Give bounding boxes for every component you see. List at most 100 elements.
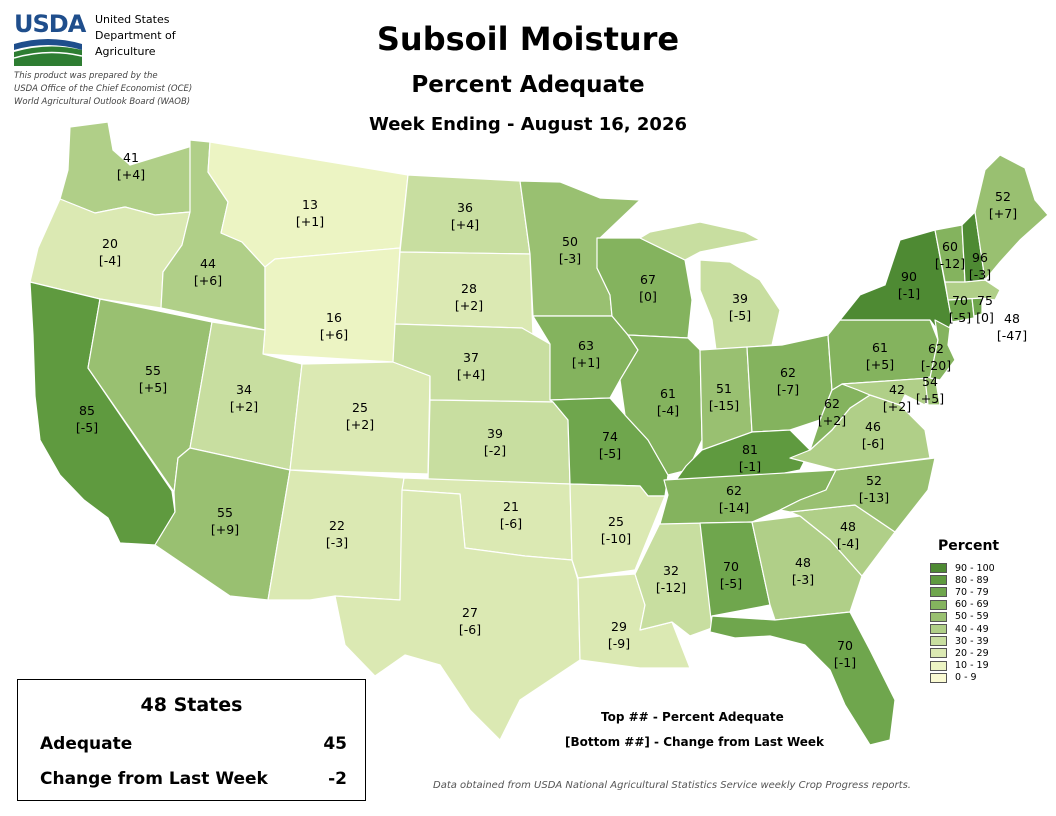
state-value-SD: 28	[461, 281, 477, 296]
state-value-NV: 55	[145, 363, 161, 378]
state-change-NE: [+4]	[457, 367, 485, 382]
state-value-TX: 27	[462, 605, 478, 620]
state-value-FL: 70	[837, 638, 853, 653]
legend-swatch	[930, 599, 947, 610]
legend-item: 40 - 49	[930, 623, 999, 635]
state-change-NY: [-1]	[898, 286, 920, 301]
state-change-VT: [-12]	[935, 256, 965, 271]
legend-swatch	[930, 587, 947, 598]
legend-item: 80 - 89	[930, 574, 999, 586]
state-change-TN: [-14]	[719, 500, 749, 515]
state-change-MN: [-3]	[559, 251, 581, 266]
legend-label: 70 - 79	[955, 586, 989, 598]
state-change-NC: [-13]	[859, 490, 889, 505]
state-change-LA: [-9]	[608, 636, 630, 651]
state-change-MD: [+2]	[883, 399, 911, 414]
state-value-OR: 20	[102, 236, 118, 251]
state-change-SC: [-4]	[837, 536, 859, 551]
state-shape-AR	[569, 483, 666, 579]
legend-item: 0 - 9	[930, 672, 999, 684]
state-change-NJ: [-20]	[921, 358, 951, 373]
state-change-AR: [-10]	[601, 531, 631, 546]
state-value-WA: 41	[123, 150, 139, 165]
state-change-ME: [+7]	[989, 206, 1017, 221]
state-value-AZ: 55	[217, 505, 233, 520]
state-value-MI: 39	[732, 291, 748, 306]
state-change-KS: [-2]	[484, 443, 506, 458]
state-value-MA: 48	[1004, 311, 1020, 326]
note-bottom: [Bottom ##] - Change from Last Week	[565, 735, 825, 749]
state-change-ND: [+4]	[451, 217, 479, 232]
legend-label: 50 - 59	[955, 611, 989, 623]
legend-label: 10 - 19	[955, 660, 989, 672]
legend-swatch	[930, 672, 947, 683]
state-shape-TX	[334, 489, 581, 741]
legend-item: 90 - 100	[930, 562, 999, 574]
state-value-ID: 44	[200, 256, 216, 271]
legend-swatch	[930, 624, 947, 635]
note-top: Top ## - Percent Adequate	[601, 710, 784, 724]
state-change-UT: [+2]	[230, 399, 258, 414]
state-change-NH: [-3]	[969, 267, 991, 282]
legend-swatch	[930, 660, 947, 671]
state-value-NM: 22	[329, 518, 345, 533]
legend-title: Percent	[938, 538, 1000, 554]
state-change-TX: [-6]	[459, 622, 481, 637]
map-title: Subsoil Moisture	[376, 20, 680, 58]
state-value-OH: 62	[780, 365, 796, 380]
summary-value: -2	[328, 769, 347, 789]
state-change-WA: [+4]	[117, 167, 145, 182]
state-value-MO: 74	[602, 429, 618, 444]
usda-logo-hills-icon	[14, 39, 82, 66]
state-value-AR: 25	[608, 514, 624, 529]
state-value-CO: 25	[352, 400, 368, 415]
state-value-IL: 61	[660, 386, 676, 401]
state-value-VT: 60	[942, 239, 958, 254]
state-shape-ME	[974, 154, 1049, 281]
state-change-WY: [+6]	[320, 327, 348, 342]
state-change-ID: [+6]	[194, 273, 222, 288]
legend: Percent 90 - 100 80 - 89 70 - 79 60 - 69 50 …	[930, 538, 999, 684]
state-value-TN: 62	[726, 483, 742, 498]
summary-label: Change from Last Week	[40, 769, 268, 789]
week-ending: Week Ending - August 16, 2026	[368, 114, 687, 135]
summary-title: 48 States	[140, 694, 243, 716]
state-change-CA: [-5]	[76, 420, 98, 435]
state-value-IA: 63	[578, 338, 594, 353]
legend-label: 80 - 89	[955, 574, 989, 586]
legend-swatch	[930, 611, 947, 622]
source-note: Data obtained from USDA National Agricul…	[433, 780, 911, 791]
state-value-NE: 37	[463, 350, 479, 365]
state-shape-FL	[709, 611, 896, 746]
legend-label: 60 - 69	[955, 599, 989, 611]
state-value-WY: 16	[326, 310, 342, 325]
state-change-VA: [-6]	[862, 436, 884, 451]
state-change-GA: [-3]	[792, 572, 814, 587]
state-shape-KY	[675, 429, 811, 481]
usda-logo-wordmark: USDA	[14, 10, 86, 38]
summary-label: Adequate	[40, 734, 133, 754]
state-change-RI: [0]	[976, 310, 994, 325]
summary-value: 45	[323, 734, 347, 754]
state-change-IN: [-15]	[709, 398, 739, 413]
legend-item: 60 - 69	[930, 599, 999, 611]
legend-item: 20 - 29	[930, 647, 999, 659]
state-value-GA: 48	[795, 555, 811, 570]
legend-swatch	[930, 575, 947, 586]
map-subtitle: Percent Adequate	[411, 72, 645, 98]
state-value-CA: 85	[79, 403, 95, 418]
state-value-AL: 70	[723, 559, 739, 574]
usda-logo: USDA United States Department of Agricul…	[12, 10, 212, 70]
state-change-KY: [-1]	[739, 459, 761, 474]
state-change-SD: [+2]	[455, 298, 483, 313]
state-value-WV: 62	[824, 396, 840, 411]
legend-label: 0 - 9	[955, 672, 977, 684]
legend-item: 10 - 19	[930, 660, 999, 672]
state-value-ND: 36	[457, 200, 473, 215]
state-value-NY: 90	[901, 269, 917, 284]
state-change-DE: [+5]	[916, 391, 944, 406]
state-change-WV: [+2]	[818, 413, 846, 428]
state-change-IA: [+1]	[572, 355, 600, 370]
state-value-KS: 39	[487, 426, 503, 441]
